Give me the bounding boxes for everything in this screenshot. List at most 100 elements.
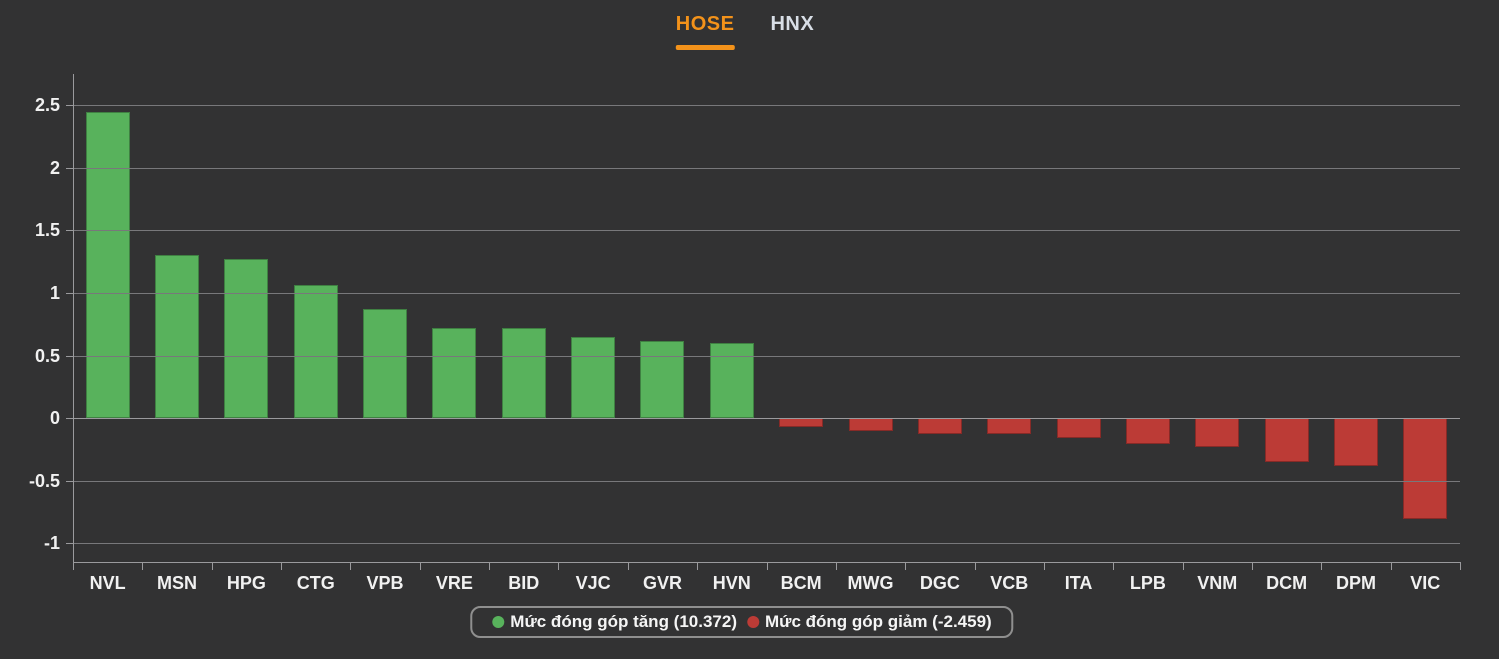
x-tick-10 [766,562,768,570]
gridline-1.5 [73,230,1460,232]
x-axis-label-MSN: MSN [157,573,198,593]
x-tick-2 [211,562,213,570]
bar-ITA[interactable] [1056,418,1101,439]
x-axis-label-GVR: GVR [642,573,682,593]
x-tick-5 [419,562,421,570]
legend-increase-label: Mức đóng góp tăng (10.372) [510,612,737,631]
gridline-2.5 [73,105,1460,107]
legend-item-decrease[interactable]: Mức đóng góp giảm (-2.459) [747,612,992,632]
bar-BCM[interactable] [779,418,824,427]
x-tick-12 [905,562,907,570]
x-tick-3 [281,562,283,570]
y-axis-label-0: 0 [49,408,60,429]
exchange-tabs: HOSE HNX [658,9,832,50]
y-tick-2 [66,167,73,169]
x-tick-17 [1251,562,1253,570]
bar-HPG[interactable] [224,259,269,419]
bar-VRE[interactable] [432,328,477,419]
x-tick-16 [1182,562,1184,570]
bar-VIC[interactable] [1403,418,1448,520]
x-axis-label-DGC: DGC [919,573,960,593]
x-axis-label-VPB: VPB [366,573,404,593]
bar-GVR[interactable] [640,340,685,419]
red-dot-icon [747,616,759,628]
x-tick-19 [1390,562,1392,570]
bar-DGC[interactable] [917,418,962,435]
y-axis-label--0.5: -0.5 [28,470,60,491]
bar-DPM[interactable] [1333,418,1378,466]
bar-HVN[interactable] [709,343,754,419]
tab-hnx[interactable]: HNX [752,9,832,50]
y-tick-2.5 [66,105,73,107]
bar-DCM[interactable] [1264,418,1309,462]
x-tick-8 [627,562,629,570]
bar-VJC[interactable] [571,336,616,419]
x-tick-9 [697,562,699,570]
bar-VNM[interactable] [1195,418,1240,447]
tab-hnx-label: HNX [770,13,815,35]
x-tick-0 [73,562,74,570]
bar-NVL[interactable] [85,111,130,419]
x-axis-label-VJC: VJC [575,573,611,593]
tab-hose[interactable]: HOSE [658,9,753,50]
x-axis-label-HPG: HPG [226,573,266,593]
legend-decrease-label: Mức đóng góp giảm (-2.459) [765,612,992,631]
y-tick-0 [66,418,73,420]
gridline-2 [73,167,1460,169]
y-tick-1 [66,292,73,294]
y-axis-label--1: -1 [43,533,60,554]
x-tick-15 [1113,562,1115,570]
green-dot-icon [492,616,505,628]
x-axis-label-VRE: VRE [435,573,473,593]
x-axis-label-DCM: DCM [1266,573,1308,593]
gridline-0.5 [73,355,1460,357]
bar-LPB[interactable] [1125,418,1170,445]
x-axis-label-BCM: BCM [780,573,822,593]
bar-CTG[interactable] [293,285,338,419]
x-axis-label-MWG: MWG [847,573,894,593]
x-tick-14 [1043,562,1045,570]
x-tick-20 [1460,562,1461,570]
x-tick-11 [835,562,837,570]
x-tick-1 [142,562,144,570]
y-tick--1 [66,543,73,545]
x-axis-label-VIC: VIC [1410,573,1441,593]
bar-VCB[interactable] [987,418,1032,435]
bar-BID[interactable] [501,328,546,419]
y-axis-label-0.5: 0.5 [34,345,60,366]
y-axis-label-1.5: 1.5 [34,220,60,241]
x-axis-label-HVN: HVN [712,573,751,593]
bar-VPB[interactable] [363,309,408,419]
gridline--1 [73,543,1460,545]
bar-MSN[interactable] [155,255,200,419]
x-tick-6 [489,562,491,570]
y-axis-label-2.5: 2.5 [34,95,60,116]
bar-MWG[interactable] [848,418,893,431]
y-axis [73,74,74,570]
x-axis-label-VCB: VCB [990,573,1029,593]
gridline-0 [73,418,1460,420]
active-tab-underline [675,45,735,50]
gridline--0.5 [73,480,1460,482]
x-tick-7 [558,562,560,570]
x-tick-4 [350,562,352,570]
x-axis-label-LPB: LPB [1129,573,1166,593]
x-axis-label-NVL: NVL [89,573,126,593]
x-tick-18 [1321,562,1323,570]
chart-legend: Mức đóng góp tăng (10.372) Mức đóng góp … [470,606,1014,638]
tab-hose-label: HOSE [675,13,735,35]
x-axis-label-BID: BID [508,573,540,593]
y-tick-0.5 [66,355,73,357]
x-axis-label-VNM: VNM [1197,573,1238,593]
gridline-1 [73,292,1460,294]
x-axis-label-CTG: CTG [296,573,335,593]
y-axis-label-2: 2 [49,157,60,178]
x-axis-label-DPM: DPM [1335,573,1376,593]
x-tick-13 [974,562,976,570]
legend-item-increase[interactable]: Mức đóng góp tăng (10.372) [492,612,737,632]
y-axis-label-1: 1 [49,282,60,303]
y-tick-1.5 [66,230,73,232]
y-tick--0.5 [66,480,73,482]
x-axis-label-ITA: ITA [1064,573,1093,593]
